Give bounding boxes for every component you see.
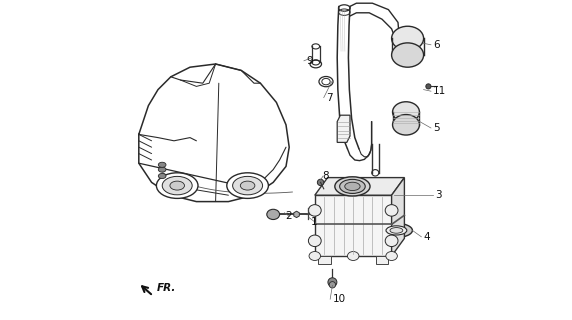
Text: 1: 1 xyxy=(311,217,317,228)
Ellipse shape xyxy=(340,179,366,193)
Ellipse shape xyxy=(347,252,359,260)
Text: 5: 5 xyxy=(433,123,440,133)
Ellipse shape xyxy=(240,181,255,190)
Polygon shape xyxy=(337,115,350,142)
Ellipse shape xyxy=(308,235,321,247)
Ellipse shape xyxy=(386,226,407,235)
Ellipse shape xyxy=(345,182,360,190)
Ellipse shape xyxy=(392,115,419,135)
Text: 4: 4 xyxy=(424,232,430,242)
Ellipse shape xyxy=(267,209,280,220)
Ellipse shape xyxy=(392,26,424,51)
Ellipse shape xyxy=(328,278,337,287)
Text: 9: 9 xyxy=(306,56,313,66)
Ellipse shape xyxy=(392,102,419,122)
Ellipse shape xyxy=(426,84,431,89)
Text: 3: 3 xyxy=(435,190,442,200)
Ellipse shape xyxy=(309,252,320,260)
Polygon shape xyxy=(392,178,404,256)
Text: 10: 10 xyxy=(332,294,345,304)
Ellipse shape xyxy=(385,205,398,216)
Ellipse shape xyxy=(308,205,321,216)
Ellipse shape xyxy=(380,223,412,237)
Ellipse shape xyxy=(227,173,268,198)
Polygon shape xyxy=(318,256,331,264)
Ellipse shape xyxy=(335,177,370,196)
Text: 2: 2 xyxy=(285,211,292,221)
Polygon shape xyxy=(376,256,388,264)
Ellipse shape xyxy=(386,252,398,260)
Ellipse shape xyxy=(329,282,336,288)
Ellipse shape xyxy=(158,162,166,167)
Ellipse shape xyxy=(170,181,185,190)
Polygon shape xyxy=(315,178,404,195)
Ellipse shape xyxy=(385,235,398,247)
Ellipse shape xyxy=(392,43,424,67)
Ellipse shape xyxy=(233,176,263,195)
Text: 6: 6 xyxy=(433,40,440,50)
Text: FR.: FR. xyxy=(156,283,176,293)
Text: 7: 7 xyxy=(326,92,333,103)
Polygon shape xyxy=(315,195,392,256)
Ellipse shape xyxy=(158,173,166,179)
Text: 8: 8 xyxy=(322,171,329,181)
Ellipse shape xyxy=(162,176,192,195)
Ellipse shape xyxy=(156,173,198,198)
Text: 11: 11 xyxy=(433,86,447,96)
Ellipse shape xyxy=(390,228,403,233)
Ellipse shape xyxy=(317,179,324,186)
Polygon shape xyxy=(294,211,299,218)
Ellipse shape xyxy=(158,167,166,172)
